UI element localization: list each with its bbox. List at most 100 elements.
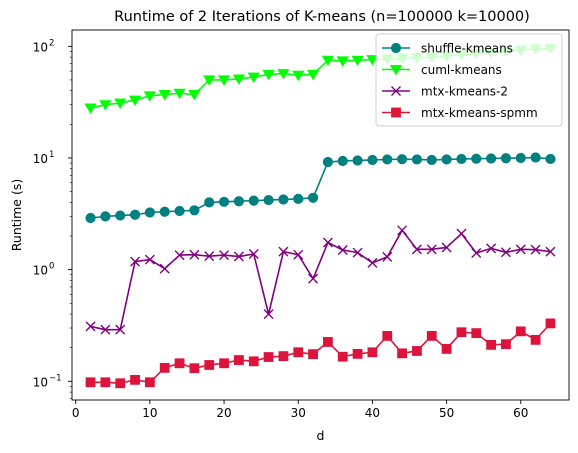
data-point xyxy=(174,358,185,369)
data-point xyxy=(159,206,170,217)
data-point xyxy=(486,243,497,254)
legend-marker xyxy=(389,65,403,76)
data-point xyxy=(352,348,363,359)
legend-entry: shuffle-kmeans xyxy=(382,42,513,56)
data-point xyxy=(189,205,200,216)
data-point xyxy=(233,196,245,207)
data-point xyxy=(247,72,260,84)
data-point xyxy=(173,88,186,100)
data-point xyxy=(323,337,333,347)
data-point xyxy=(471,328,482,339)
data-point xyxy=(115,378,126,389)
data-point xyxy=(293,193,304,205)
data-point xyxy=(99,100,112,111)
data-point xyxy=(500,153,512,164)
data-point xyxy=(158,90,171,101)
legend-marker xyxy=(391,107,401,118)
data-point xyxy=(322,237,333,248)
data-point xyxy=(143,91,157,102)
data-point xyxy=(352,155,363,166)
data-point xyxy=(426,331,437,341)
data-point xyxy=(306,69,320,81)
data-point xyxy=(500,247,511,258)
data-point xyxy=(308,273,319,284)
data-point xyxy=(232,74,246,85)
y-tick-exponent: 2 xyxy=(49,38,54,48)
series-line xyxy=(90,322,552,385)
data-point xyxy=(337,155,348,167)
chart-title: Runtime of 2 Iterations of K-means (n=10… xyxy=(114,9,530,25)
data-point xyxy=(545,246,556,257)
data-point xyxy=(130,374,140,385)
data-point xyxy=(204,197,215,208)
legend-box xyxy=(375,33,563,127)
data-point xyxy=(441,242,452,253)
data-point xyxy=(144,377,155,388)
y-tick-label: 10 xyxy=(33,40,48,54)
data-point xyxy=(189,363,200,374)
data-point xyxy=(367,257,378,268)
data-point xyxy=(100,211,111,222)
data-point xyxy=(85,377,96,388)
y-tick-label: 10 xyxy=(33,264,48,278)
x-tick-label: 10 xyxy=(142,406,157,420)
data-point xyxy=(471,247,482,258)
legend-marker xyxy=(390,42,402,54)
data-point xyxy=(530,334,541,345)
data-point xyxy=(351,55,364,67)
data-point xyxy=(426,244,437,255)
data-point xyxy=(307,192,319,203)
data-point xyxy=(501,339,511,350)
y-tick-label: 10 xyxy=(33,152,48,166)
legend-marker xyxy=(391,86,401,96)
data-point xyxy=(530,152,541,163)
data-point xyxy=(233,251,244,262)
data-point xyxy=(144,207,155,218)
x-tick-label: 40 xyxy=(365,406,380,420)
data-point xyxy=(397,225,408,236)
legend-label: shuffle-kmeans xyxy=(421,42,513,56)
data-point xyxy=(545,153,556,165)
data-point xyxy=(248,195,259,206)
data-point xyxy=(248,356,259,367)
data-point xyxy=(234,355,244,365)
data-point xyxy=(115,210,126,221)
data-point xyxy=(441,154,452,165)
x-tick-label: 0 xyxy=(72,406,80,420)
data-point xyxy=(128,95,142,106)
data-point xyxy=(263,309,274,320)
y-tick-label: 10 xyxy=(33,375,48,389)
data-point xyxy=(129,209,141,220)
data-point xyxy=(411,244,422,255)
data-point xyxy=(411,154,423,165)
legend-entry: cuml-kmeans xyxy=(382,63,502,77)
data-point xyxy=(204,251,215,262)
y-tick-exponent: −1 xyxy=(49,373,62,383)
data-point xyxy=(367,347,378,358)
data-point xyxy=(144,254,155,265)
data-point xyxy=(412,346,422,356)
data-point xyxy=(115,324,126,335)
data-point xyxy=(367,154,378,166)
data-point xyxy=(174,250,185,261)
series-line xyxy=(90,229,551,331)
data-point xyxy=(263,194,274,206)
data-point xyxy=(515,244,526,255)
data-point xyxy=(396,154,408,165)
data-point xyxy=(114,98,127,110)
data-point xyxy=(545,318,556,329)
data-point xyxy=(486,339,497,350)
legend-entry: mtx-kmeans-spmm xyxy=(382,106,538,120)
y-axis-label: Runtime (s) xyxy=(9,179,24,251)
data-point xyxy=(471,153,482,164)
data-point xyxy=(130,256,141,267)
data-point xyxy=(218,196,230,207)
x-tick-label: 60 xyxy=(513,406,528,420)
data-point xyxy=(352,247,363,258)
data-point xyxy=(426,154,437,166)
data-point xyxy=(292,70,305,82)
y-tick-exponent: 0 xyxy=(49,262,54,272)
data-point xyxy=(456,228,467,239)
